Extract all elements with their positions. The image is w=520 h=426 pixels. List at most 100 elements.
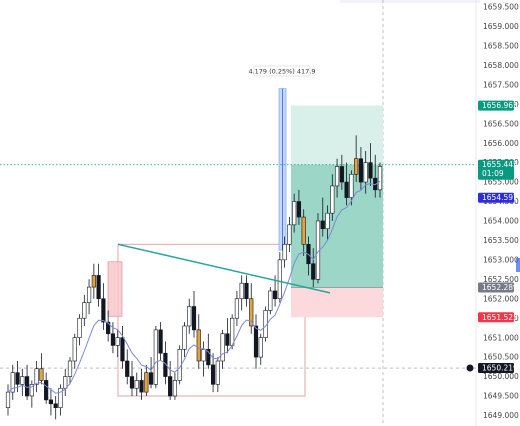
price-tick-label: 1652.500 [483,275,519,284]
candle [234,298,240,319]
candle [58,387,63,408]
candles [5,135,383,420]
candle [148,372,154,385]
measure-label: 4.179 (0.25%) 417.9 [248,68,315,76]
candle [134,380,139,389]
candle [29,384,34,397]
candle [72,337,77,362]
candle [10,372,15,393]
candle [63,376,68,389]
candle [120,337,125,362]
candle [110,333,116,346]
price-badge-marked-level [478,363,514,374]
candle [106,321,111,335]
candle [334,166,340,187]
price-tick-label: 1656.500 [483,119,519,128]
candle [210,364,216,385]
level-marker-icon[interactable] [466,364,474,372]
price-tick-label: 1657.500 [483,80,519,89]
price-tick-label: 1650.500 [483,353,519,362]
scroll-marker[interactable] [516,258,520,272]
candle [354,158,359,175]
candle [292,201,297,226]
price-tick-label: 1659.500 [483,3,519,12]
candle [363,162,368,183]
candle [115,337,120,346]
candle [77,317,82,338]
candle [44,380,49,401]
candle [91,275,96,288]
candle [20,376,25,385]
price-tick-label: 1650.000 [483,372,519,381]
price-badge-label: 1655.445 [482,160,518,169]
candle [249,298,254,327]
candle [311,263,316,280]
price-badge-label: 1651.523 [482,313,518,322]
price-tick-label: 1654.000 [483,217,519,226]
trend-line[interactable] [117,243,331,294]
candle [191,306,197,331]
price-tick-label: 1653.500 [483,236,519,245]
candle [129,376,135,389]
candle [187,306,192,327]
price-badge-moving-average [478,192,514,203]
candle [320,220,325,230]
candle [268,290,273,311]
price-badge-countdown: 01:09 [482,169,504,178]
price-badge-label: 1652.289 [482,283,518,292]
candle [144,372,149,393]
candle [139,380,144,393]
price-badge-label: 1650.219 [482,364,518,373]
price-tick-label: 1659.000 [483,22,519,31]
candle [330,185,335,214]
candle [53,403,58,408]
price-tick-label: 1649.500 [483,392,519,401]
candle [163,352,168,377]
candle [349,173,354,198]
candle [282,243,287,261]
candle [39,368,44,381]
candle [215,360,220,385]
price-tick-label: 1655.000 [483,178,519,187]
candle [339,166,344,183]
supply-zone[interactable] [107,261,123,317]
price-tick-label: 1658.500 [483,42,519,51]
candle [225,333,230,346]
candle [368,162,373,179]
moving-average-line [7,180,381,394]
price-badge-entry [478,282,514,293]
price-tick-label: 1656.000 [483,139,519,148]
candle [377,166,383,191]
price-badge-stop-loss [478,312,514,323]
candle [24,376,30,397]
candle [96,275,101,300]
candle [158,329,163,354]
position-stop-zone[interactable] [291,287,383,318]
candle [206,349,211,366]
price-axis[interactable]: 1649.000 1649.500 1650.000 1650.500 1651.000… [483,3,519,420]
price-tick-label: 1651.000 [483,333,519,342]
range-box[interactable] [117,243,306,397]
candle [358,158,364,183]
measure-label-box [253,65,311,77]
candle [182,325,187,350]
candle [277,259,282,300]
candle [15,372,20,385]
candle [287,224,292,245]
candle [101,298,106,323]
candle [196,329,201,362]
candle [230,317,235,346]
candle [168,376,173,397]
price-tick-label: 1658.000 [483,61,519,70]
candle [82,302,87,319]
candle [239,282,244,300]
candle [258,337,263,358]
candle [34,368,39,385]
price-badges: 1656.9651655.44501:091654.5971652.289165… [466,100,518,374]
price-badge-current-price [478,159,514,180]
candle [125,360,130,377]
candle [5,391,11,408]
top-panel-edge [340,0,480,3]
candle [153,329,158,385]
